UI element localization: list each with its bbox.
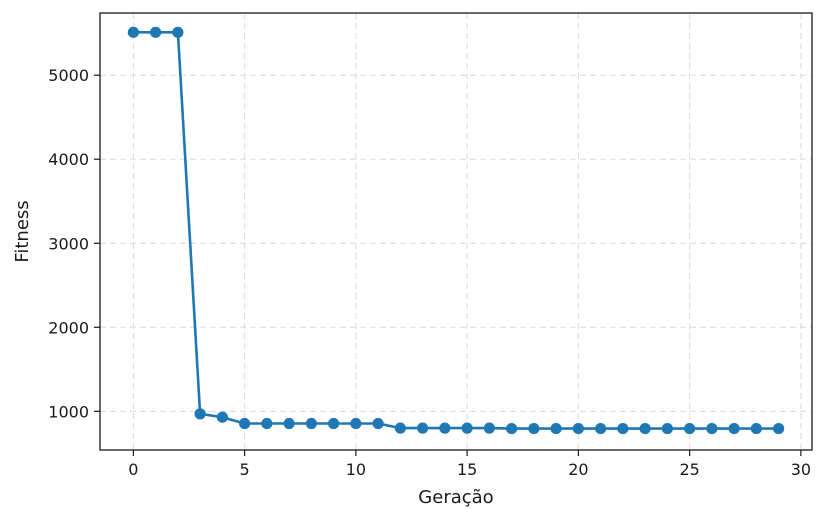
data-point: [751, 423, 762, 434]
data-point: [128, 27, 139, 38]
data-point: [506, 423, 517, 434]
data-point: [462, 423, 473, 434]
data-point: [172, 27, 183, 38]
y-tick-label: 3000: [48, 234, 89, 253]
y-tick-label: 1000: [48, 402, 89, 421]
data-point: [528, 423, 539, 434]
data-point: [706, 423, 717, 434]
data-point: [261, 418, 272, 429]
data-point: [484, 423, 495, 434]
data-point: [684, 423, 695, 434]
y-tick-label: 4000: [48, 150, 89, 169]
data-point: [417, 423, 428, 434]
data-point: [395, 423, 406, 434]
series-line: [133, 32, 778, 428]
data-point: [595, 423, 606, 434]
data-point: [729, 423, 740, 434]
x-tick-label: 0: [128, 460, 138, 479]
series-layer: [128, 27, 784, 434]
data-point: [439, 423, 450, 434]
data-point: [773, 423, 784, 434]
data-point: [306, 418, 317, 429]
data-point: [350, 418, 361, 429]
x-tick-label: 10: [346, 460, 366, 479]
x-tick-label: 30: [791, 460, 811, 479]
y-tick-label: 2000: [48, 318, 89, 337]
data-point: [195, 408, 206, 419]
data-point: [239, 418, 250, 429]
plot-frame: [100, 13, 812, 450]
grid-layer: [100, 13, 812, 450]
y-tick-label: 5000: [48, 66, 89, 85]
data-point: [662, 423, 673, 434]
data-point: [551, 423, 562, 434]
data-point: [617, 423, 628, 434]
x-tick-label: 25: [679, 460, 699, 479]
x-axis-label: Geração: [418, 487, 493, 508]
data-point: [328, 418, 339, 429]
data-point: [217, 412, 228, 423]
x-tick-label: 20: [568, 460, 588, 479]
tick-layer: 0 5 10 15 20 25 30 1000 2000 3000 4000 5000: [48, 66, 811, 479]
data-point: [150, 27, 161, 38]
data-point: [373, 418, 384, 429]
x-tick-label: 15: [457, 460, 477, 479]
data-point: [284, 418, 295, 429]
data-point: [573, 423, 584, 434]
data-point: [640, 423, 651, 434]
x-tick-label: 5: [240, 460, 250, 479]
y-axis-label: Fitness: [12, 200, 33, 262]
